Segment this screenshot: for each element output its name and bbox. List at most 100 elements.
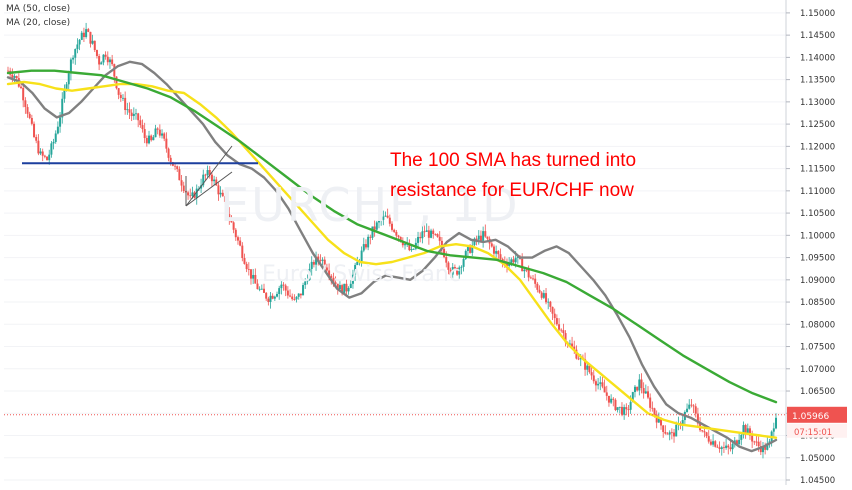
candle-body	[382, 216, 385, 220]
candle-body	[52, 141, 55, 144]
candle-body	[291, 296, 294, 300]
candle-body	[104, 54, 107, 57]
candle-body	[37, 140, 40, 154]
candle-body	[219, 192, 222, 195]
candle-body	[505, 264, 508, 266]
candle-body	[65, 84, 68, 90]
candle-body	[195, 188, 198, 198]
candle-body	[126, 109, 129, 111]
candle-body	[306, 280, 309, 282]
candle-body	[462, 258, 465, 267]
candle-body	[549, 301, 552, 307]
candle-body	[471, 244, 474, 253]
candle-body	[529, 277, 532, 279]
candle-body	[41, 151, 44, 156]
candle-body	[735, 440, 738, 445]
candle-body	[386, 215, 389, 218]
candle-body	[72, 57, 75, 60]
candle-body	[63, 89, 66, 99]
candle-body	[603, 386, 606, 393]
candle-body	[599, 382, 602, 384]
candle-body	[746, 428, 749, 434]
candle-body	[666, 433, 669, 435]
candle-body	[620, 406, 623, 415]
candle-body	[315, 256, 318, 265]
candle-body	[755, 441, 758, 443]
candle-body	[341, 285, 344, 294]
candle-body	[169, 157, 172, 163]
candle-body	[694, 406, 697, 414]
tick-label: 1.15000	[800, 9, 835, 19]
candle-body	[50, 143, 53, 155]
candle-body	[514, 257, 517, 263]
legend-ma20[interactable]: MA (20, close)	[6, 18, 71, 28]
candle-body	[690, 404, 693, 406]
candle-body	[243, 258, 246, 264]
candle-body	[629, 402, 632, 410]
candle-body	[432, 230, 435, 235]
candle-body	[82, 32, 85, 38]
current-price-label: 1.05966	[792, 412, 829, 422]
candle-body	[644, 391, 647, 394]
candle-body	[605, 392, 608, 396]
candle-body	[512, 259, 515, 263]
candle-body	[234, 229, 237, 238]
price-axis[interactable]: 1.15000 1.14500 1.14000 1.13500 1.13000 1.125…	[785, 0, 852, 486]
candle-body	[180, 180, 183, 186]
candle-body	[208, 170, 211, 175]
legend-ma50[interactable]: MA (50, close)	[6, 4, 71, 14]
candle-body	[247, 269, 250, 270]
candle-body	[137, 113, 140, 121]
candle-body	[24, 100, 27, 108]
candle-body	[30, 117, 33, 124]
candle-body	[380, 219, 383, 221]
candle-body	[317, 256, 320, 260]
candle-body	[130, 112, 133, 117]
candle-body	[573, 346, 576, 350]
candle-body	[562, 330, 565, 334]
candle-body	[451, 266, 454, 275]
candle-body	[139, 120, 142, 126]
candle-body	[299, 293, 302, 296]
candle-body	[89, 31, 92, 44]
candle-body	[712, 441, 715, 445]
candle-body	[729, 447, 732, 450]
candle-body	[532, 278, 535, 280]
symbol-watermark: EURCHF, 1D	[220, 178, 520, 232]
candle-body	[124, 97, 127, 111]
candle-body	[705, 432, 708, 437]
candle-body	[367, 236, 370, 248]
candle-body	[375, 222, 378, 230]
candle-body	[95, 50, 98, 57]
candle-body	[267, 298, 270, 302]
candle-body	[289, 295, 292, 297]
tick-label: 1.09500	[800, 254, 835, 264]
candle-body	[67, 73, 70, 85]
candle-body	[150, 135, 153, 141]
candle-body	[401, 241, 404, 246]
candle-body	[271, 295, 274, 299]
candle-body	[725, 445, 728, 448]
candle-body	[636, 386, 639, 391]
candle-body	[43, 155, 46, 157]
candle-body	[117, 88, 120, 95]
candle-body	[213, 179, 216, 182]
candle-body	[351, 274, 354, 284]
candle-body	[607, 395, 610, 403]
candle-body	[586, 365, 589, 370]
tick-label: 1.09000	[800, 276, 835, 286]
candle-body	[703, 431, 706, 433]
candle-body	[56, 126, 59, 134]
candle-body	[553, 313, 556, 319]
tick-label: 1.10000	[800, 231, 835, 241]
candle-body	[293, 299, 296, 300]
candle-body	[633, 386, 636, 393]
tick-label: 1.13500	[800, 76, 835, 86]
candle-body	[479, 235, 482, 241]
candle-body	[87, 29, 90, 32]
indicator-legend: MA (50, close) MA (20, close)	[6, 2, 70, 30]
candle-body	[551, 306, 554, 314]
candle-body	[757, 441, 760, 447]
candle-body	[7, 70, 9, 72]
